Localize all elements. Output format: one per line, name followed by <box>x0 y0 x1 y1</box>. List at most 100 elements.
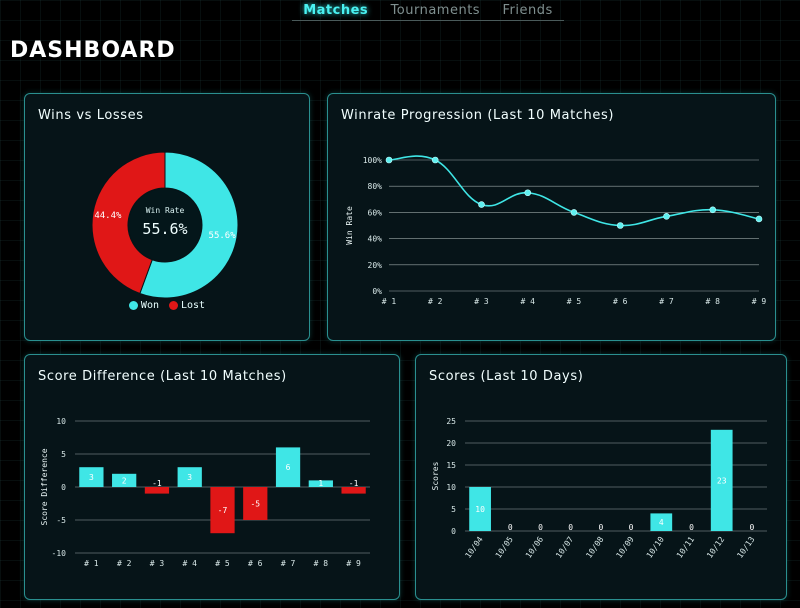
data-label: 3 <box>187 473 192 482</box>
bar <box>308 480 333 487</box>
x-tick-label: 10/05 <box>494 535 515 560</box>
data-label: 0 <box>568 523 573 532</box>
score-difference-card: Score Difference (Last 10 Matches) 10 5 0 -… <box>24 354 400 600</box>
y-tick-label: 5 <box>451 505 456 514</box>
slice-label: 55.6% <box>209 231 237 241</box>
y-tick-label: -10 <box>52 549 67 558</box>
x-tick-label: # 5 <box>567 297 582 306</box>
bar <box>112 473 137 487</box>
x-tick-label: # 5 <box>215 559 230 568</box>
y-tick-label: 0 <box>451 527 456 536</box>
y-tick-label: 15 <box>446 461 456 470</box>
x-tick-label: # 9 <box>752 297 767 306</box>
tab-matches[interactable]: Matches <box>303 2 369 18</box>
data-point <box>709 206 717 214</box>
y-tick-label: 20 <box>446 439 456 448</box>
bar <box>469 487 491 531</box>
y-tick-label: 40% <box>368 235 383 244</box>
data-label: -1 <box>152 479 162 488</box>
y-tick-label: 80% <box>368 182 383 191</box>
x-tick-label: # 8 <box>706 297 721 306</box>
scores-card: Scores (Last 10 Days) 25 20 15 10 5 0 Scores 10… <box>415 354 787 600</box>
y-tick-label: 60% <box>368 208 383 217</box>
legend-swatch <box>168 301 178 310</box>
tab-friends[interactable]: Friends <box>502 2 553 18</box>
card-title: Score Difference (Last 10 Matches) <box>38 369 287 384</box>
x-tick-label: # 6 <box>248 559 263 568</box>
y-tick-label: 20% <box>368 261 383 270</box>
x-tick-label: # 9 <box>346 559 361 568</box>
data-label: 2 <box>122 476 127 485</box>
x-tick-label: # 4 <box>521 297 536 306</box>
x-tick-label: 10/09 <box>615 535 636 560</box>
data-label: 3 <box>89 473 94 482</box>
x-tick-label: 10/06 <box>524 535 545 560</box>
bar <box>710 429 733 531</box>
data-label: 0 <box>598 523 603 532</box>
x-tick-label: 10/13 <box>735 535 756 560</box>
data-label: -7 <box>218 506 228 515</box>
pie-slice-lost <box>91 151 166 295</box>
data-label: 10 <box>475 505 485 514</box>
data-label: 0 <box>629 523 634 532</box>
pie-chart: 55.6% 44.4% Win Rate 55.6% <box>91 151 239 299</box>
y-tick-label: 25 <box>446 417 456 426</box>
bar-chart: 10 5 0 -5 -10 Score Difference 3 # 1 2 # 2 -1 # 3 3 #… <box>40 417 370 568</box>
data-point <box>478 201 485 208</box>
legend-label: Won <box>140 300 159 311</box>
bar <box>650 513 673 531</box>
y-tick-label: 10 <box>446 483 456 492</box>
x-tick-label: 10/08 <box>584 535 605 560</box>
legend-item-won[interactable]: Won <box>128 300 159 311</box>
x-tick-label: # 1 <box>382 297 397 306</box>
x-tick-label: 10/11 <box>675 535 696 560</box>
data-point <box>755 215 763 223</box>
x-tick-label: 10/10 <box>645 535 666 560</box>
y-tick-label: 10 <box>56 417 66 426</box>
bar <box>243 487 268 520</box>
data-label: 0 <box>538 523 543 532</box>
pie-slice-won <box>139 151 239 299</box>
y-axis-label: Score Difference <box>40 448 49 525</box>
x-tick-label: 10/12 <box>705 535 726 560</box>
pie-legend: Won Lost <box>25 300 309 311</box>
x-tick-label: # 3 <box>150 559 165 568</box>
data-label: 23 <box>717 476 727 485</box>
bar <box>177 467 202 487</box>
y-tick-label: 5 <box>61 450 66 459</box>
bar <box>210 487 235 534</box>
page-title: DASHBOARD <box>10 38 176 63</box>
data-label: -5 <box>250 500 260 509</box>
center-value: 55.6% <box>142 220 187 238</box>
data-label: 0 <box>689 523 694 532</box>
data-label: 4 <box>659 518 664 527</box>
legend-label: Lost <box>180 300 206 311</box>
data-point <box>431 156 439 164</box>
line-chart: 100% 80% 60% 40% 20% 0%# 1 # 2 # 3 # 4 # 5 # 6 # 7 #… <box>345 155 767 306</box>
data-point <box>616 222 624 229</box>
y-tick-label: -5 <box>56 516 66 525</box>
x-tick-label: # 8 <box>314 559 329 568</box>
x-tick-label: # 3 <box>474 297 489 306</box>
scores-chart: 25 20 15 10 5 0 Scores 10 10/04 0 10/05 0 10/06 0 10/0… <box>431 417 767 560</box>
x-tick-label: # 4 <box>182 559 197 568</box>
x-tick-label: # 7 <box>281 559 296 568</box>
legend-item-lost[interactable]: Lost <box>168 300 206 311</box>
card-title: Wins vs Losses <box>38 108 144 123</box>
data-point <box>663 213 670 220</box>
data-label: -1 <box>349 479 359 488</box>
data-point <box>385 156 393 164</box>
y-axis-label: Scores <box>431 461 440 490</box>
slice-label: 44.4% <box>94 211 122 221</box>
x-tick-label: # 2 <box>428 297 443 306</box>
data-point <box>570 209 578 216</box>
data-label: 6 <box>286 463 291 472</box>
card-title: Scores (Last 10 Days) <box>429 369 584 384</box>
x-tick-label: # 7 <box>659 297 674 306</box>
bar <box>144 487 170 494</box>
x-tick-label: # 6 <box>613 297 628 306</box>
y-tick-label: 100% <box>363 156 382 165</box>
tab-tournaments[interactable]: Tournaments <box>390 2 481 18</box>
x-tick-label: # 1 <box>84 559 99 568</box>
pie-hole <box>129 189 201 261</box>
